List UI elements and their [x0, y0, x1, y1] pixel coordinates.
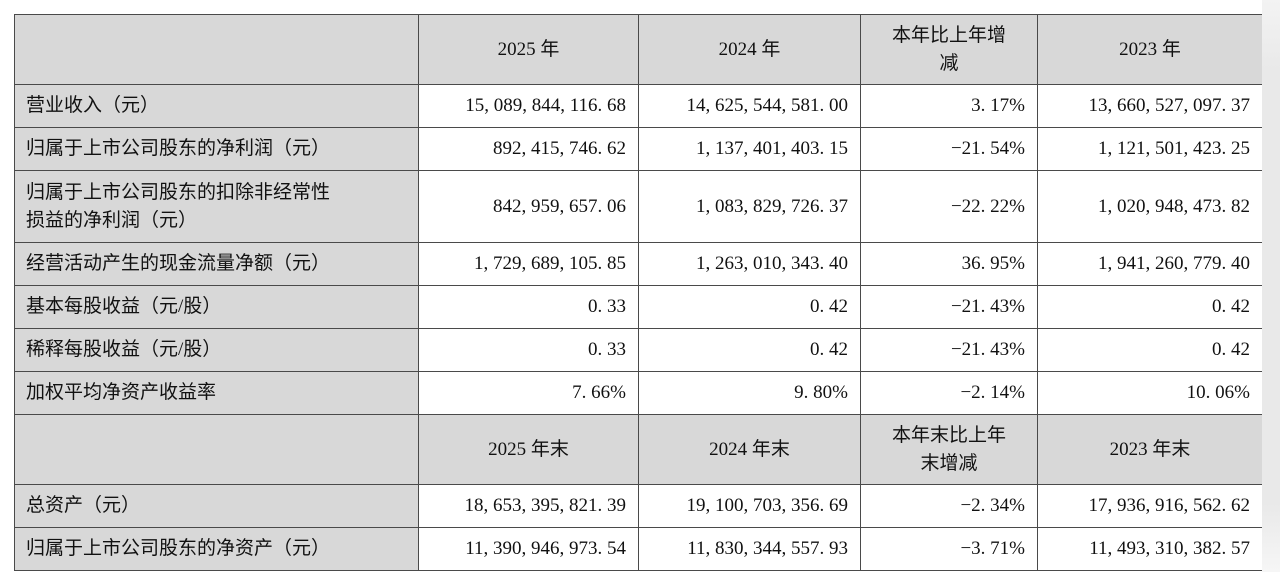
row-label: 总资产（元） — [14, 484, 419, 528]
row-label: 加权平均净资产收益率 — [14, 371, 419, 415]
table-row: 归属于上市公司股东的扣除非经常性 损益的净利润（元） 842, 959, 657.… — [14, 170, 1263, 243]
column-header: 2024 年 — [638, 14, 861, 85]
table-row: 归属于上市公司股东的净利润（元） 892, 415, 746. 62 1, 137,… — [14, 127, 1263, 171]
key-financials-table: 2025 年 2024 年本年比上年增 减 2023 年营业收入（元） 15, 089… — [14, 14, 1263, 571]
row-label: 基本每股收益（元/股） — [14, 285, 419, 329]
value-cell: 0. 42 — [638, 328, 861, 372]
table-row: 归属于上市公司股东的净资产（元） 11, 390, 946, 973. 54 11,… — [14, 527, 1263, 571]
value-cell: 1, 137, 401, 403. 15 — [638, 127, 861, 171]
value-cell: 13, 660, 527, 097. 37 — [1037, 84, 1263, 128]
value-cell: 0. 42 — [1037, 285, 1263, 329]
value-cell: 0. 42 — [638, 285, 861, 329]
value-cell: 0. 33 — [418, 328, 639, 372]
column-header: 本年比上年增 减 — [860, 14, 1038, 85]
column-header: 2023 年 — [1037, 14, 1263, 85]
value-cell: 3. 17% — [860, 84, 1038, 128]
table-row: 营业收入（元） 15, 089, 844, 116. 68 14, 625, 544… — [14, 84, 1263, 128]
value-cell: −22. 22% — [860, 170, 1038, 243]
value-cell: 18, 653, 395, 821. 39 — [418, 484, 639, 528]
column-header: 2025 年末 — [418, 414, 639, 485]
table-row: 总资产（元） 18, 653, 395, 821. 39 19, 100, 703,… — [14, 484, 1263, 528]
column-header: 2025 年 — [418, 14, 639, 85]
column-header: 2024 年末 — [638, 414, 861, 485]
table-row: 基本每股收益（元/股） 0. 33 0. 42 −21. 43% 0. 42 — [14, 285, 1263, 329]
value-cell: 0. 42 — [1037, 328, 1263, 372]
row-label: 归属于上市公司股东的扣除非经常性 损益的净利润（元） — [14, 170, 419, 243]
value-cell: 1, 941, 260, 779. 40 — [1037, 242, 1263, 286]
value-cell: 15, 089, 844, 116. 68 — [418, 84, 639, 128]
value-cell: 19, 100, 703, 356. 69 — [638, 484, 861, 528]
value-cell: 17, 936, 916, 562. 62 — [1037, 484, 1263, 528]
row-label: 营业收入（元） — [14, 84, 419, 128]
table-row: 经营活动产生的现金流量净额（元） 1, 729, 689, 105. 85 1, 2… — [14, 242, 1263, 286]
header-row: 2025 年末 2024 年末 本年末比上年 末增减 2023 年末 — [14, 414, 1263, 485]
value-cell: 892, 415, 746. 62 — [418, 127, 639, 171]
value-cell: 1, 121, 501, 423. 25 — [1037, 127, 1263, 171]
value-cell: 1, 020, 948, 473. 82 — [1037, 170, 1263, 243]
value-cell: −21. 43% — [860, 328, 1038, 372]
value-cell: 36. 95% — [860, 242, 1038, 286]
value-cell: −3. 71% — [860, 527, 1038, 571]
value-cell: 7. 66% — [418, 371, 639, 415]
value-cell: −2. 34% — [860, 484, 1038, 528]
value-cell: 842, 959, 657. 06 — [418, 170, 639, 243]
value-cell: 0. 33 — [418, 285, 639, 329]
column-header: 本年末比上年 末增减 — [860, 414, 1038, 485]
row-label: 归属于上市公司股东的净资产（元） — [14, 527, 419, 571]
row-label: 经营活动产生的现金流量净额（元） — [14, 242, 419, 286]
value-cell: −2. 14% — [860, 371, 1038, 415]
value-cell: 1, 083, 829, 726. 37 — [638, 170, 861, 243]
table-row: 稀释每股收益（元/股） 0. 33 0. 42 −21. 43% 0. 42 — [14, 328, 1263, 372]
value-cell: 10. 06% — [1037, 371, 1263, 415]
page-edge-strip — [1262, 0, 1280, 572]
value-cell: 11, 493, 310, 382. 57 — [1037, 527, 1263, 571]
value-cell: 14, 625, 544, 581. 00 — [638, 84, 861, 128]
column-header: 2023 年末 — [1037, 414, 1263, 485]
value-cell: −21. 43% — [860, 285, 1038, 329]
value-cell: 11, 390, 946, 973. 54 — [418, 527, 639, 571]
row-label: 归属于上市公司股东的净利润（元） — [14, 127, 419, 171]
value-cell: 11, 830, 344, 557. 93 — [638, 527, 861, 571]
table-row: 加权平均净资产收益率 7. 66% 9. 80% −2. 14% 10. 06% — [14, 371, 1263, 415]
corner-cell — [14, 14, 419, 85]
value-cell: 1, 729, 689, 105. 85 — [418, 242, 639, 286]
corner-cell — [14, 414, 419, 485]
value-cell: −21. 54% — [860, 127, 1038, 171]
row-label: 稀释每股收益（元/股） — [14, 328, 419, 372]
value-cell: 9. 80% — [638, 371, 861, 415]
value-cell: 1, 263, 010, 343. 40 — [638, 242, 861, 286]
header-row: 2025 年 2024 年本年比上年增 减 2023 年 — [14, 14, 1263, 85]
